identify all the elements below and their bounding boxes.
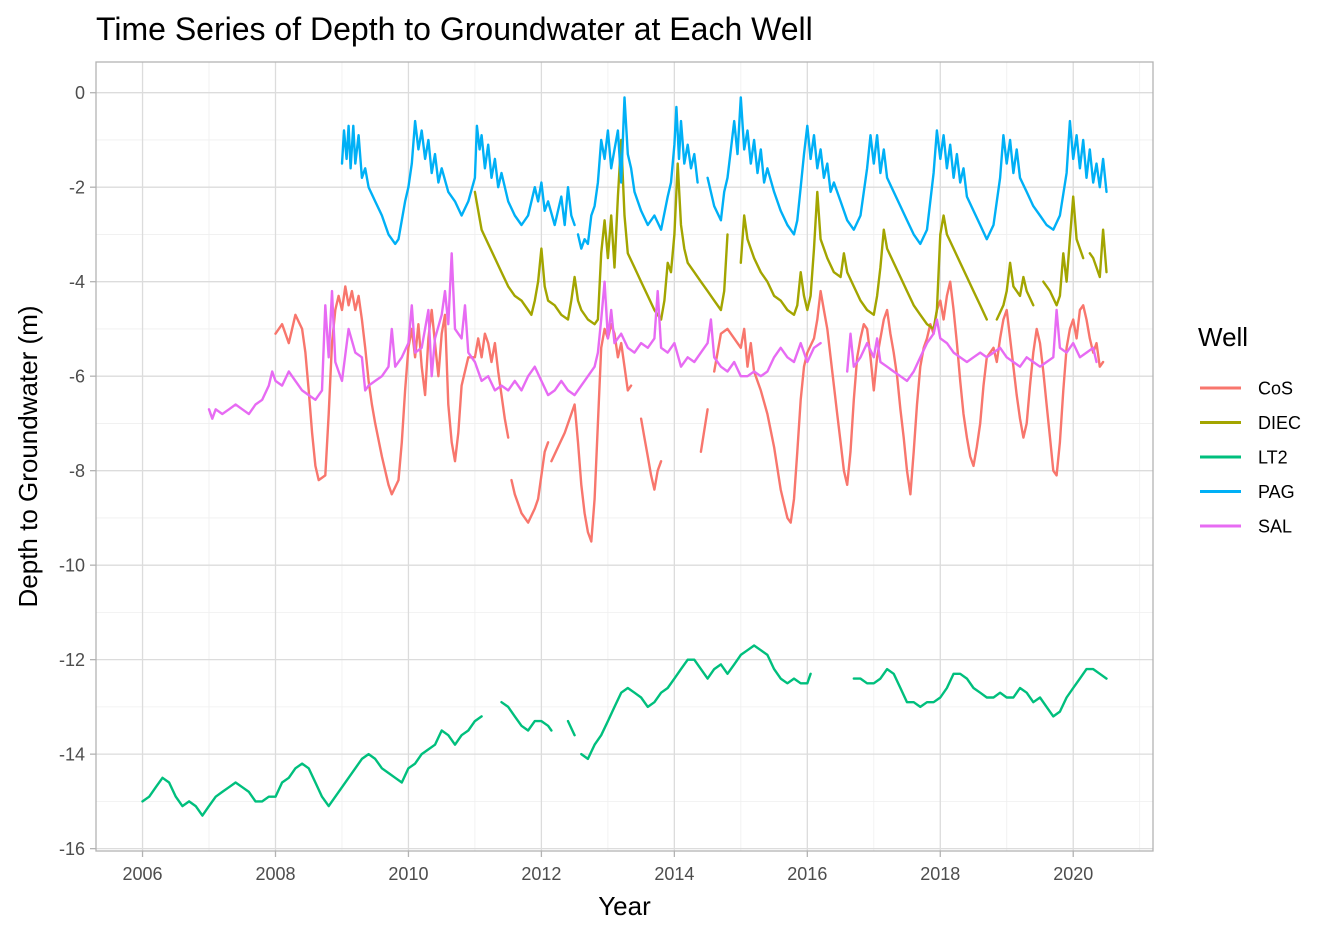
series-line-diec — [739, 190, 988, 331]
x-tick-label: 2018 — [920, 864, 960, 884]
series-line-sal — [846, 308, 1098, 383]
x-axis-title: Year — [598, 891, 651, 921]
series-line-sal — [207, 252, 822, 420]
y-tick-label: -8 — [69, 461, 85, 481]
legend-label: SAL — [1258, 517, 1292, 537]
y-tick-label: -6 — [69, 367, 85, 387]
series-line-lt2 — [566, 719, 576, 737]
series-line-diec — [995, 261, 1035, 321]
series-line-cos — [639, 417, 663, 491]
series-diec — [473, 138, 1108, 331]
legend: Well CoS DIEC LT2 PAG SAL — [1198, 322, 1301, 537]
chart-title: Time Series of Depth to Groundwater at E… — [96, 11, 813, 47]
legend-item-diec: DIEC — [1200, 413, 1301, 433]
y-tick-label: -16 — [59, 839, 85, 859]
x-tick-label: 2016 — [787, 864, 827, 884]
series-sal — [207, 252, 1098, 420]
axis-ticks: 2006 2008 2010 2012 2014 2016 2018 2020 0 -2 -4 -6 -… — [59, 83, 1093, 884]
series-line-lt2 — [580, 644, 812, 761]
x-tick-label: 2008 — [255, 864, 295, 884]
y-tick-label: -14 — [59, 745, 85, 765]
series-cos — [274, 280, 1105, 543]
series-lines — [141, 96, 1108, 817]
legend-item-lt2: LT2 — [1200, 448, 1288, 468]
series-line-cos — [713, 280, 1105, 524]
legend-items: CoS DIEC LT2 PAG SAL — [1200, 379, 1301, 537]
legend-label: DIEC — [1258, 413, 1301, 433]
series-line-cos — [510, 441, 550, 524]
x-tick-label: 2014 — [654, 864, 694, 884]
legend-label: CoS — [1258, 379, 1293, 399]
y-tick-label: -2 — [69, 178, 85, 198]
y-tick-label: -4 — [69, 272, 85, 292]
x-tick-label: 2020 — [1053, 864, 1093, 884]
legend-item-sal: SAL — [1200, 517, 1292, 537]
x-tick-label: 2006 — [123, 864, 163, 884]
grid — [96, 62, 1153, 851]
series-line-cos — [550, 323, 633, 543]
series-lt2 — [141, 644, 1108, 817]
y-tick-label: 0 — [75, 83, 85, 103]
series-line-lt2 — [141, 715, 483, 817]
series-line-pag — [340, 119, 576, 246]
series-line-diec — [473, 138, 729, 326]
series-pag — [340, 96, 1108, 250]
legend-label: LT2 — [1258, 448, 1288, 468]
legend-item-cos: CoS — [1200, 379, 1293, 399]
legend-item-pag: PAG — [1200, 482, 1295, 502]
series-line-cos — [274, 285, 510, 496]
series-line-cos — [699, 408, 709, 453]
x-tick-label: 2012 — [521, 864, 561, 884]
plot-panel-border — [95, 61, 1154, 852]
series-line-pag — [576, 96, 699, 250]
series-line-diec — [1042, 195, 1085, 307]
y-tick-label: -10 — [59, 556, 85, 576]
series-line-lt2 — [852, 667, 1108, 718]
legend-label: PAG — [1258, 482, 1295, 502]
legend-title: Well — [1198, 322, 1248, 352]
series-line-diec — [1088, 228, 1108, 279]
x-tick-label: 2010 — [388, 864, 428, 884]
series-line-pag — [706, 96, 1108, 246]
y-axis-title: Depth to Groundwater (m) — [13, 305, 43, 607]
y-tick-label: -12 — [59, 650, 85, 670]
series-line-lt2 — [500, 701, 553, 732]
